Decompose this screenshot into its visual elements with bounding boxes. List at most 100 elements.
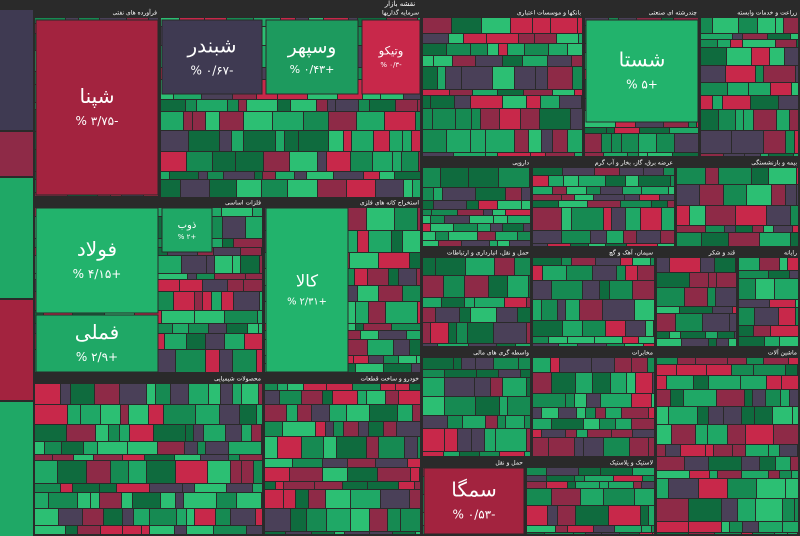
stock-cell <box>568 130 582 152</box>
stock-cell <box>533 358 550 372</box>
stock-cell <box>35 461 57 483</box>
stock-cell <box>585 153 603 156</box>
stock-cell <box>533 337 548 343</box>
stock-cell <box>187 152 212 171</box>
stock-cell <box>276 172 294 179</box>
stock-cell <box>606 408 621 418</box>
stock-cell <box>495 258 514 275</box>
stock-cell <box>791 206 798 225</box>
stock-change: % ۰/۳- <box>380 61 402 69</box>
stock-cell <box>580 300 602 320</box>
stock-cell <box>220 131 231 151</box>
sector-title: فرآورده های نفتی <box>113 8 158 17</box>
stock-cell <box>209 324 226 333</box>
stock-cell <box>541 96 559 108</box>
stock-cell <box>508 216 530 223</box>
stock-cell <box>771 83 791 95</box>
stock-cell <box>413 405 420 421</box>
stock-cell <box>535 34 556 43</box>
stock-cell <box>601 187 622 194</box>
stock-cell <box>764 66 795 82</box>
stock-cell <box>237 493 261 508</box>
stock-change: % ۵+ <box>626 78 658 92</box>
stock-cell <box>652 201 667 207</box>
stock-cell <box>733 445 745 456</box>
stock-cell <box>706 226 724 232</box>
stock-cell <box>343 482 367 489</box>
stock-cell <box>78 526 100 534</box>
stock-cell <box>741 376 766 389</box>
stock-cell <box>260 292 262 310</box>
stock-cell <box>685 288 707 306</box>
stock-cell <box>499 44 507 55</box>
stock-cell <box>318 152 326 171</box>
stock-cell <box>776 457 790 470</box>
stock-cell <box>252 425 261 441</box>
stock-cell <box>120 425 129 441</box>
stock-cell <box>273 112 303 130</box>
stock-cell <box>298 405 311 421</box>
stock-cell <box>626 208 640 230</box>
stock-cell <box>653 533 654 534</box>
stock-cell <box>527 533 544 534</box>
stock-cell <box>431 224 453 231</box>
stock-cell <box>278 100 290 111</box>
stock-cell <box>521 109 539 129</box>
stock-cell <box>198 442 205 454</box>
stock-cell <box>794 154 798 156</box>
stock-cell <box>743 34 767 39</box>
stock-cell <box>368 340 393 355</box>
stock-cell <box>413 180 420 197</box>
stock-cell <box>519 34 534 43</box>
stock-cell <box>724 185 746 205</box>
stock-cell <box>657 499 688 521</box>
stock-cell <box>187 509 194 525</box>
stock-cell <box>792 471 798 478</box>
stock-cell <box>407 331 420 339</box>
stock-cell <box>733 307 736 313</box>
stock-cell <box>649 438 654 456</box>
stock-cell <box>727 48 751 65</box>
stock-cell <box>576 506 608 525</box>
stock-cell <box>689 499 721 521</box>
stock-cell <box>399 269 416 285</box>
stock-cell <box>753 390 765 406</box>
stock-cell <box>170 172 198 179</box>
stock-cell <box>454 153 485 156</box>
stock-cell <box>644 168 663 175</box>
stock-cell <box>574 533 585 534</box>
stock-cell <box>396 100 417 111</box>
stock-cell <box>518 308 530 322</box>
stock-cell <box>610 281 632 299</box>
stock-cell <box>709 339 716 346</box>
stock-cell <box>566 300 579 320</box>
stock-cell <box>577 408 585 418</box>
stock-cell <box>354 356 368 363</box>
stock-cell <box>729 339 736 346</box>
stock-cell <box>559 408 576 418</box>
stock-cell <box>643 476 654 481</box>
stock-cell <box>639 337 654 343</box>
stock-cell <box>678 358 695 364</box>
stock-cell <box>398 405 412 421</box>
stock-tile <box>35 314 159 373</box>
stock-cell <box>588 201 620 207</box>
stock-cell <box>35 493 48 508</box>
stock-cell <box>123 509 133 525</box>
stock-cell <box>768 34 790 39</box>
stock-cell <box>123 455 144 460</box>
stock-cell <box>471 130 485 152</box>
stock-cell <box>628 153 638 156</box>
stock-cell <box>677 185 699 205</box>
stock-cell <box>587 394 600 407</box>
stock-cell <box>423 130 446 152</box>
stock-cell <box>296 490 308 508</box>
stock-cell <box>701 110 718 130</box>
stock-cell <box>533 438 548 456</box>
stock-cell <box>782 376 798 389</box>
stock-cell <box>515 67 535 89</box>
sector-title: بیمه و بازنشستگی <box>751 159 797 167</box>
stock-cell <box>411 468 419 481</box>
stock-cell <box>770 48 784 65</box>
stock-cell <box>600 482 608 488</box>
